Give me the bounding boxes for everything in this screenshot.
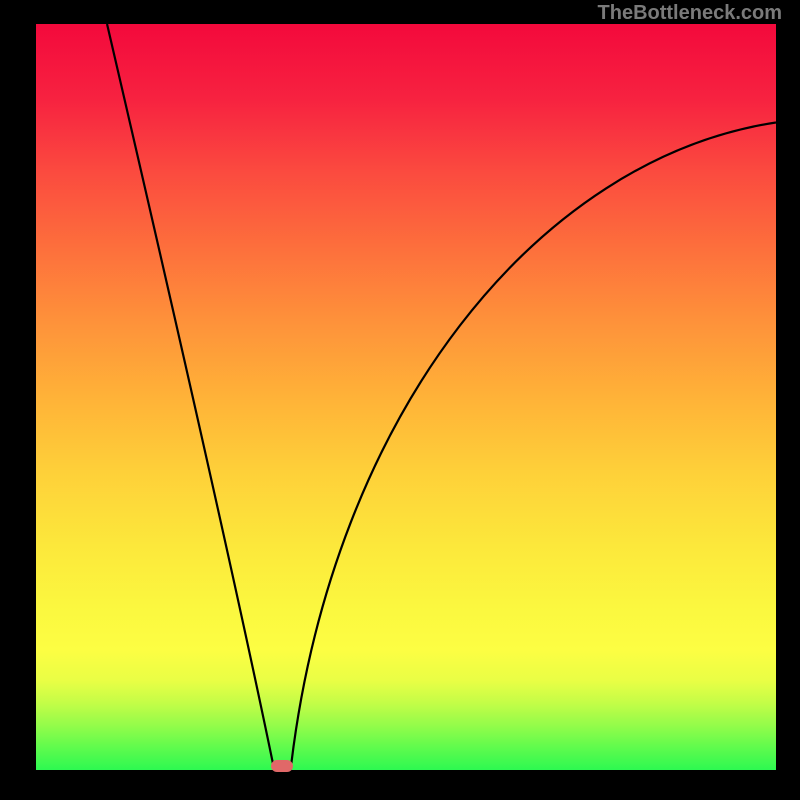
bottleneck-curve	[36, 24, 776, 770]
curve-left-branch	[107, 24, 274, 770]
chart-container: TheBottleneck.com	[0, 0, 800, 800]
watermark-text: TheBottleneck.com	[598, 2, 782, 25]
optimum-marker	[271, 760, 293, 772]
curve-right-branch	[291, 122, 776, 770]
plot-area	[36, 24, 776, 770]
